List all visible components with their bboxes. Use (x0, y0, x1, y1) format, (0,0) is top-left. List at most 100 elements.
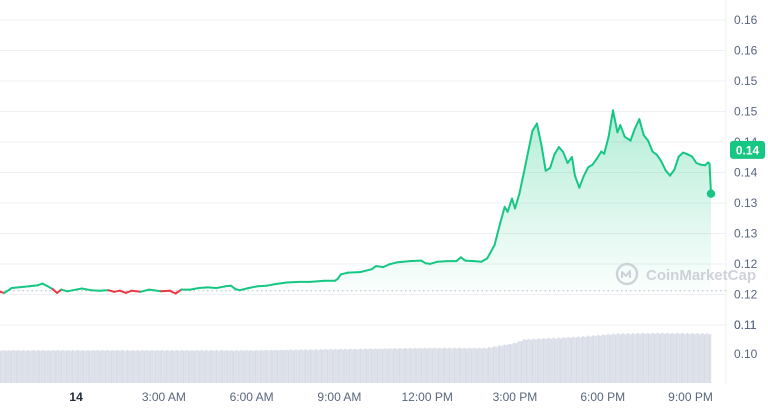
volume-bar (469, 348, 471, 383)
price-line-segment (256, 284, 268, 288)
volume-bar (48, 350, 50, 383)
price-line-segment (607, 109, 614, 138)
volume-bar (344, 349, 346, 383)
y-tick-label: 0.13 (734, 196, 758, 210)
price-line-segment (578, 175, 585, 189)
volume-bar (178, 350, 180, 383)
volume-bar (605, 335, 607, 383)
price-line-segment (375, 265, 385, 269)
volume-bar (453, 347, 455, 383)
volume-bar (422, 348, 424, 383)
volume-bar (491, 347, 493, 383)
volume-bar (120, 350, 122, 383)
volume-bar (24, 350, 26, 383)
watermark-text: CoinMarketCap (646, 267, 756, 284)
volume-bar (550, 339, 552, 383)
volume-bar (574, 337, 576, 383)
volume-bar (335, 348, 337, 383)
volume-bar (412, 348, 414, 383)
volume-bar (511, 344, 513, 383)
volume-bar (313, 349, 315, 383)
volume-bar (103, 350, 105, 383)
volume-bar (446, 348, 448, 383)
volume-bar (423, 347, 425, 383)
volume-bar (196, 350, 198, 383)
volume-bar (153, 350, 155, 383)
y-tick-label: 0.15 (734, 74, 758, 88)
volume-bar (450, 348, 452, 383)
volume-bar (657, 332, 659, 383)
volume-bar (204, 350, 207, 383)
volume-bar (584, 336, 586, 383)
price-line-segment (28, 284, 39, 288)
volume-bar (571, 337, 573, 383)
volume-bar (494, 346, 496, 383)
volume-bar (19, 350, 21, 383)
volume-bar (552, 337, 554, 383)
volume-bar (6, 350, 8, 383)
price-line-segment (603, 135, 610, 155)
volume-bar (281, 350, 283, 383)
volume-bar (562, 337, 564, 383)
volume-bar (616, 334, 618, 383)
volume-bar (262, 350, 264, 383)
volume-bar (186, 350, 188, 383)
volume-bar (451, 348, 453, 383)
volume-bar (508, 343, 510, 383)
volume-bar (586, 335, 588, 383)
volume-bar (185, 350, 187, 383)
volume-bar (241, 350, 243, 383)
volume-bar (445, 348, 447, 383)
volume-bar (255, 350, 257, 383)
volume-bar (58, 350, 60, 383)
volume-bar (84, 350, 86, 383)
volume-bar (23, 350, 25, 383)
volume-bar (323, 349, 325, 383)
volume-bar (472, 348, 474, 383)
volume-bar (533, 338, 535, 383)
volume-bar (240, 350, 242, 383)
volume-bar (292, 350, 294, 383)
volume-bar (298, 349, 301, 383)
volume-bar (634, 334, 636, 383)
volume-bar (622, 333, 624, 383)
volume-bar (119, 350, 121, 383)
volume-bar (352, 349, 354, 383)
price-line-segment (139, 288, 151, 293)
volume-bar (701, 333, 703, 383)
price-line-segment (274, 281, 288, 286)
volume-bar (330, 349, 332, 383)
x-tick-label: 9:00 AM (317, 390, 361, 404)
volume-bar (378, 348, 380, 383)
volume-bar (96, 350, 98, 383)
volume-bar (32, 350, 35, 383)
volume-bar (411, 348, 413, 383)
volume-bar (653, 333, 656, 383)
volume-bar (209, 350, 211, 383)
volume-bar (525, 340, 527, 383)
price-line-segment (206, 286, 218, 289)
y-tick-label: 0.12 (734, 257, 758, 271)
volume-bar (690, 333, 692, 383)
price-line-segment (130, 289, 142, 293)
volume-bar (611, 334, 613, 383)
volume-bar (201, 349, 203, 383)
volume-bar (372, 349, 374, 383)
volume-bar (276, 350, 279, 383)
volume-bar (602, 334, 604, 383)
volume-bar (112, 350, 114, 383)
volume-bar (517, 341, 519, 383)
volume-bar (695, 333, 697, 383)
volume-bar (456, 348, 458, 383)
volume-bar (520, 341, 523, 383)
volume-bar (485, 348, 487, 383)
volume-y-tick-label: 0.11 (734, 318, 757, 332)
volume-bar (217, 350, 219, 383)
volume-bar (534, 339, 536, 383)
volume-bar (233, 350, 235, 383)
volume-bar (612, 333, 614, 383)
volume-bar (176, 350, 179, 383)
volume-bar (265, 349, 268, 383)
volume-bar (396, 349, 398, 383)
volume-bar (284, 350, 286, 383)
